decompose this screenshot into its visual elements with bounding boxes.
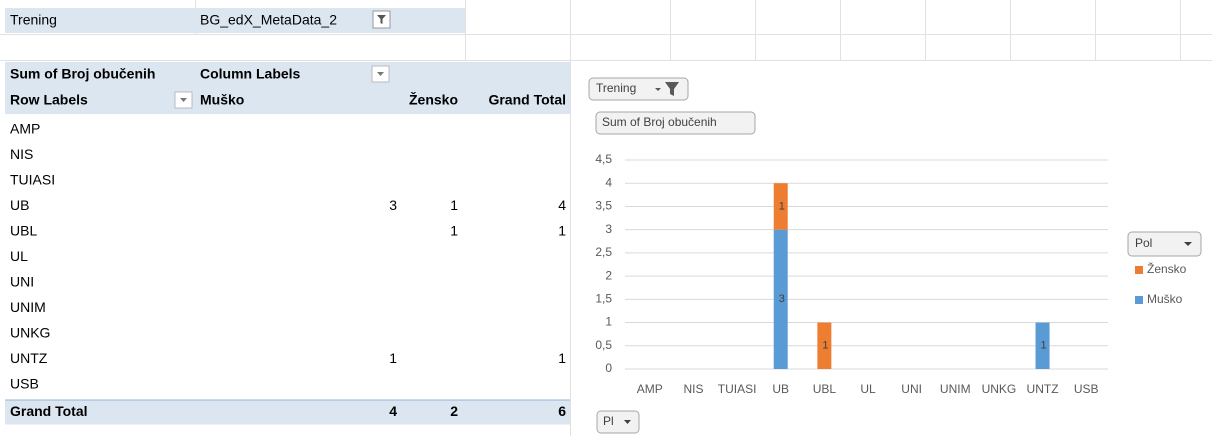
row-label: UNI bbox=[10, 274, 34, 290]
y-tick-label: 0 bbox=[605, 361, 612, 375]
cell-value: 1 bbox=[558, 350, 566, 366]
axis-button-label: Pl bbox=[603, 414, 614, 428]
row-filter[interactable] bbox=[174, 91, 193, 109]
row-label: TUIASI bbox=[10, 172, 55, 188]
total-band bbox=[5, 400, 570, 425]
value-header: Sum of Broj obučenih bbox=[10, 66, 155, 82]
cell-value: 1 bbox=[389, 350, 397, 366]
x-tick-label: UNIM bbox=[940, 382, 971, 396]
column-title: Grand Total bbox=[488, 92, 566, 108]
x-tick-label: UBL bbox=[813, 382, 837, 396]
column-title: Row Labels bbox=[10, 92, 88, 108]
y-tick-label: 3,5 bbox=[595, 199, 612, 213]
row-label: NIS bbox=[10, 146, 33, 162]
row-label: AMP bbox=[10, 121, 40, 137]
y-tick-label: 2 bbox=[605, 268, 612, 282]
data-label: 1 bbox=[779, 200, 785, 212]
y-tick-label: 3 bbox=[605, 222, 612, 236]
cell-value: 4 bbox=[558, 197, 566, 213]
x-tick-label: UNKG bbox=[982, 382, 1017, 396]
row-label: UNIM bbox=[10, 299, 46, 315]
x-tick-label: AMP bbox=[637, 382, 663, 396]
row-label: UL bbox=[10, 248, 28, 264]
value-button[interactable]: Sum of Broj obučenih bbox=[595, 111, 756, 135]
column-header: Column Labels bbox=[200, 66, 301, 82]
chart: 0 0,5 1 1,5 2 2,5 3 3,5 4 4,5 AMP NIS TUIASI UB 3 1 UBL 1… bbox=[595, 152, 1186, 396]
y-tick-label: 4 bbox=[605, 175, 612, 189]
cell-value: 1 bbox=[450, 223, 458, 239]
x-tick-label: TUIASI bbox=[718, 382, 757, 396]
filter-value: BG_edX_MetaData_2 bbox=[200, 12, 337, 28]
bar-segment bbox=[1035, 322, 1050, 369]
legend-title: Pol bbox=[1135, 236, 1152, 250]
bar-segment bbox=[773, 183, 788, 230]
bar-segment bbox=[817, 322, 832, 369]
row-label: Grand Total bbox=[10, 403, 88, 419]
row-label: UNTZ bbox=[10, 350, 48, 366]
y-tick-label: 0,5 bbox=[595, 338, 612, 352]
x-tick-label: NIS bbox=[683, 382, 703, 396]
x-tick-label: UL bbox=[860, 382, 876, 396]
column-filter[interactable] bbox=[371, 65, 390, 83]
row-label: USB bbox=[10, 376, 39, 392]
y-tick-label: 2,5 bbox=[595, 245, 612, 259]
legend-swatch bbox=[1135, 266, 1143, 274]
y-tick-label: 1,5 bbox=[595, 292, 612, 306]
header-band bbox=[5, 62, 570, 114]
filter-button[interactable] bbox=[372, 10, 391, 29]
chart-filter-label: Trening bbox=[596, 81, 636, 95]
column-title: Žensko bbox=[409, 91, 458, 108]
legend-swatch bbox=[1135, 296, 1143, 304]
y-tick-label: 4,5 bbox=[595, 152, 612, 166]
cell-value: 4 bbox=[389, 403, 397, 419]
cell-value: 1 bbox=[450, 197, 458, 213]
row-label: UNKG bbox=[10, 325, 50, 341]
value-button-label: Sum of Broj obučenih bbox=[602, 115, 717, 129]
legend-label: Muško bbox=[1147, 292, 1183, 306]
x-tick-label: UB bbox=[772, 382, 789, 396]
row-label: UBL bbox=[10, 223, 37, 239]
row-label: UB bbox=[10, 197, 29, 213]
data-label: 3 bbox=[779, 293, 785, 305]
column-title: Muško bbox=[200, 92, 244, 108]
cell-value: 6 bbox=[558, 403, 566, 419]
legend-label: Žensko bbox=[1147, 261, 1187, 276]
x-tick-label: USB bbox=[1074, 382, 1099, 396]
filter-label: Trening bbox=[10, 12, 57, 28]
y-tick-label: 1 bbox=[605, 315, 612, 329]
data-label: 1 bbox=[1041, 340, 1047, 352]
bar-segment bbox=[773, 229, 788, 369]
chart-filter-button[interactable]: Trening bbox=[588, 77, 689, 101]
x-tick-label: UNTZ bbox=[1027, 382, 1059, 396]
cell-value: 3 bbox=[389, 197, 397, 213]
axis-button[interactable]: Pl bbox=[596, 410, 640, 434]
x-tick-label: UNI bbox=[901, 382, 922, 396]
pivot-table: Row Labels Muško Žensko Grand Total AMP NIS TU… bbox=[5, 91, 570, 425]
legend-button[interactable]: Pol bbox=[1127, 231, 1202, 257]
cell-value: 1 bbox=[558, 223, 566, 239]
data-label: 1 bbox=[822, 340, 828, 352]
cell-value: 2 bbox=[450, 403, 458, 419]
